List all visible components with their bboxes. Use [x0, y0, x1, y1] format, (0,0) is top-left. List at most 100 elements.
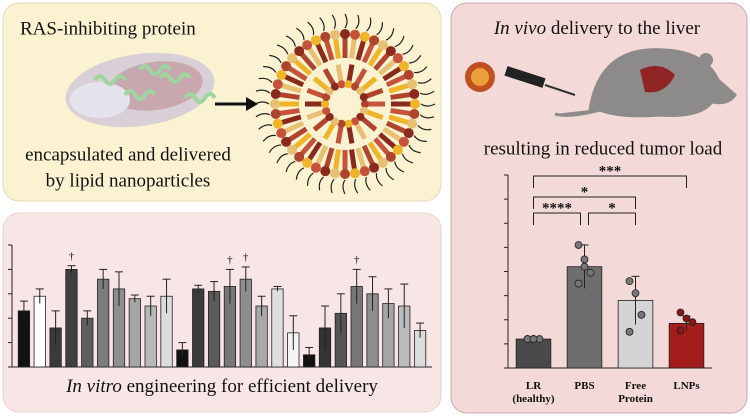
lipid-tail	[390, 108, 413, 117]
lipid-tail	[360, 116, 378, 132]
lipid-tail	[355, 147, 367, 170]
lipid-tail	[306, 141, 323, 163]
lipid-tail	[322, 121, 337, 140]
peg-chain	[307, 21, 315, 35]
data-point	[580, 262, 589, 271]
lipid-head	[276, 69, 287, 80]
protein-structure	[65, 52, 217, 128]
helix	[183, 92, 217, 104]
lipid-tail	[312, 76, 330, 92]
data-point	[625, 327, 634, 336]
peg-chain	[318, 176, 324, 191]
lipid-head	[287, 53, 298, 64]
peg-chain	[419, 90, 435, 95]
data-point	[580, 255, 589, 264]
lipid-tail	[349, 36, 358, 59]
lipid-head	[356, 87, 365, 96]
lipid-tail	[335, 64, 344, 83]
significance-bracket	[533, 212, 581, 225]
lipid-tail	[353, 68, 368, 87]
data-point	[637, 311, 646, 319]
peg-chain	[355, 14, 360, 30]
data-point	[688, 318, 697, 327]
lipid-head	[344, 80, 353, 89]
lipid-head	[331, 82, 339, 91]
lipid-head	[272, 79, 283, 90]
lipid-tail	[367, 45, 384, 67]
peg-chain	[330, 178, 335, 194]
peg-chain	[376, 22, 383, 36]
peg-chain	[276, 153, 288, 164]
lipid-head	[281, 61, 292, 72]
significance-bracket	[588, 212, 636, 225]
data-point	[574, 279, 583, 288]
peg-chain	[263, 66, 277, 73]
lipid-head	[331, 117, 339, 126]
lipid-head	[377, 40, 388, 51]
significance-label: *	[581, 184, 589, 200]
lipid-head	[276, 128, 287, 139]
lipid-head	[330, 29, 341, 40]
heading: RAS-inhibiting protein	[20, 18, 196, 39]
peg-chain	[414, 66, 428, 74]
lipid-tail	[378, 132, 399, 151]
lipid-head	[281, 136, 292, 147]
lipid-tail	[346, 64, 355, 83]
lipid-tail	[291, 132, 312, 151]
lipid-head	[361, 100, 369, 108]
lipid-tail	[360, 76, 378, 92]
bar-annotation: †	[354, 254, 360, 266]
lipid-tail	[382, 65, 404, 82]
peg-chain	[385, 28, 395, 41]
lipid-head	[320, 166, 331, 177]
lipid-head	[359, 106, 368, 115]
lipid-tail	[388, 82, 411, 94]
bar	[33, 295, 46, 368]
lipid-head	[369, 162, 380, 173]
lipid-tail	[306, 87, 326, 99]
data-point	[625, 277, 634, 286]
lipid-head	[340, 29, 350, 39]
peg-chain	[258, 124, 273, 130]
peg-chain	[296, 27, 305, 41]
peg-chain	[307, 172, 314, 186]
lipid-tail	[323, 147, 335, 170]
lipid-tail	[364, 87, 384, 99]
heading-rest: delivery to the liver	[546, 18, 701, 39]
lipid-tail	[277, 91, 300, 100]
data-point	[529, 335, 538, 343]
lipid-tail	[291, 57, 312, 76]
peg-chain	[402, 44, 414, 55]
lipid-tail	[367, 141, 384, 163]
lipid-head	[337, 80, 346, 89]
peg-chain	[408, 55, 422, 64]
lipid-head	[359, 31, 370, 42]
significance-label: ***	[599, 163, 622, 179]
lipid-head	[359, 93, 368, 102]
lipid-tail	[385, 73, 408, 88]
caption: encapsulated and delivered	[25, 144, 231, 165]
lipid-tail	[314, 41, 329, 64]
lipid-tail	[353, 121, 368, 140]
lipid-tail	[279, 114, 302, 126]
lipid-tail	[378, 57, 399, 76]
lipid-tail	[323, 38, 335, 61]
lipid-head	[344, 119, 353, 128]
x-tick-label: LR (healthy)	[512, 380, 555, 405]
bar	[81, 317, 94, 368]
lipid-head	[351, 82, 359, 91]
data-point	[682, 314, 691, 323]
bar-annotation: †	[227, 254, 233, 266]
peg-chain	[295, 167, 305, 180]
lipid-head	[410, 99, 420, 109]
peg-chain	[420, 103, 436, 107]
bar	[65, 268, 78, 368]
lipid-tail	[279, 82, 302, 94]
peg-chain	[285, 35, 296, 47]
lipid-head	[407, 79, 418, 90]
lipid-tail	[382, 126, 404, 143]
lipid-head	[270, 89, 281, 100]
lipid-head	[310, 35, 321, 46]
lipid-tail	[332, 36, 341, 59]
lipid-head	[407, 118, 418, 129]
